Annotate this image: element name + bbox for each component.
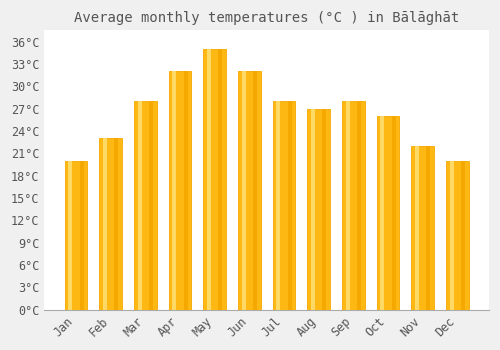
Bar	[134, 101, 156, 310]
Bar	[461, 161, 465, 310]
Bar	[218, 49, 222, 310]
Bar	[253, 71, 257, 310]
Bar	[64, 161, 87, 310]
Bar	[276, 101, 280, 310]
Bar	[311, 108, 315, 310]
Bar	[68, 161, 72, 310]
Bar	[380, 116, 384, 310]
Bar	[149, 101, 153, 310]
Bar	[392, 116, 396, 310]
Bar	[138, 101, 141, 310]
Bar	[114, 139, 118, 310]
Bar	[322, 108, 326, 310]
Bar	[412, 146, 434, 310]
Bar	[103, 139, 107, 310]
Bar	[242, 71, 246, 310]
Bar	[207, 49, 211, 310]
Bar	[377, 116, 400, 310]
Bar	[100, 139, 122, 310]
Title: Average monthly temperatures (°C ) in Bālāghāt: Average monthly temperatures (°C ) in Bā…	[74, 11, 460, 25]
Bar	[308, 108, 330, 310]
Bar	[426, 146, 430, 310]
Bar	[450, 161, 454, 310]
Bar	[288, 101, 292, 310]
Bar	[357, 101, 361, 310]
Bar	[238, 71, 260, 310]
Bar	[446, 161, 468, 310]
Bar	[172, 71, 176, 310]
Bar	[342, 101, 364, 310]
Bar	[204, 49, 226, 310]
Bar	[272, 101, 295, 310]
Bar	[184, 71, 188, 310]
Bar	[80, 161, 84, 310]
Bar	[168, 71, 192, 310]
Bar	[346, 101, 350, 310]
Bar	[415, 146, 419, 310]
